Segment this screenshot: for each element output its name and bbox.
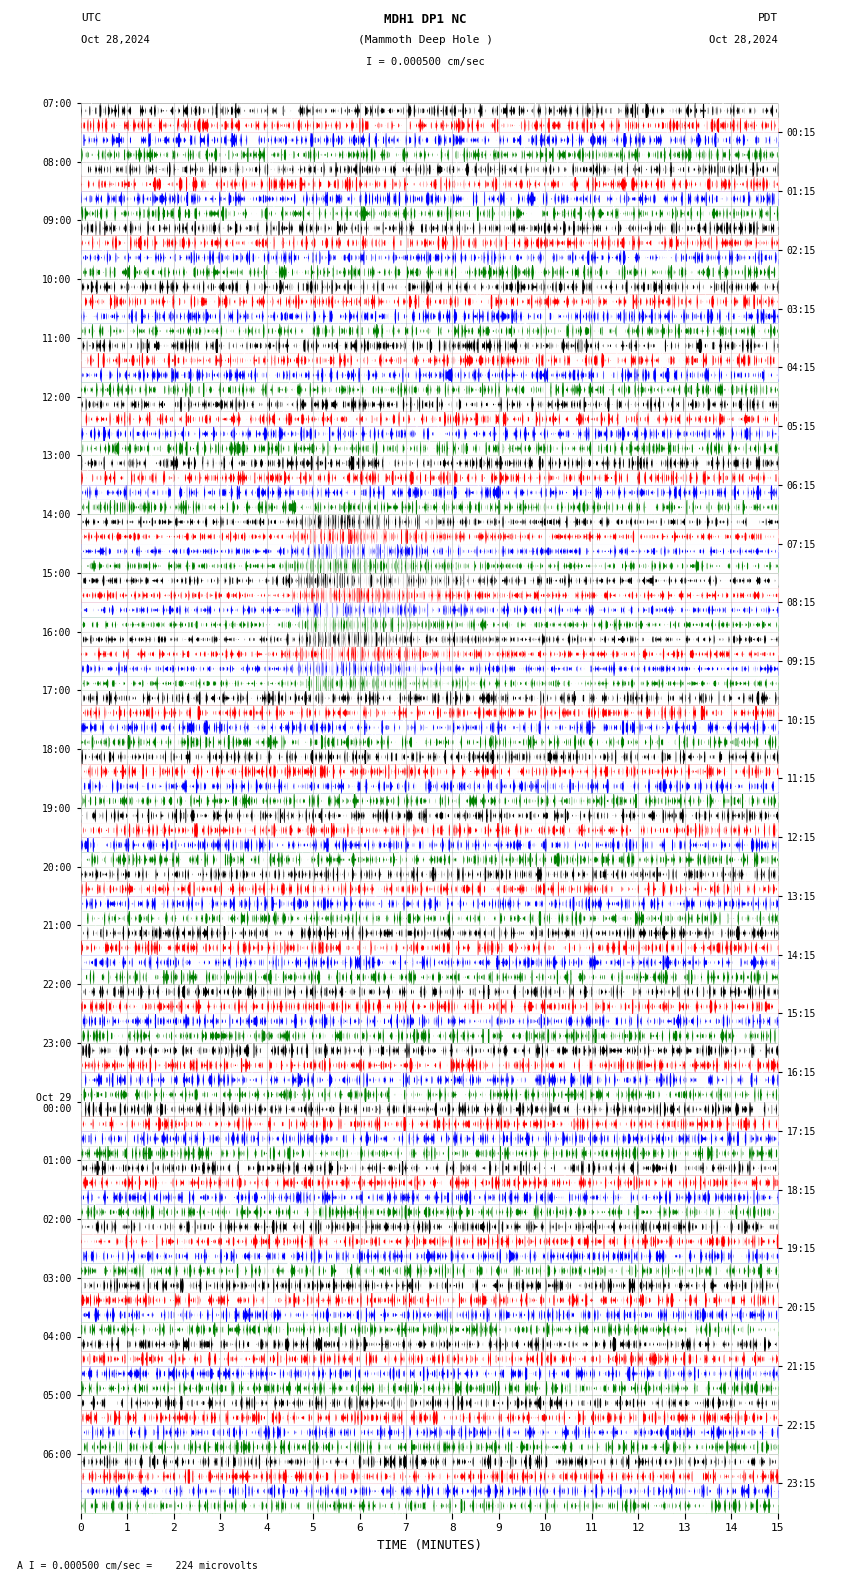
X-axis label: TIME (MINUTES): TIME (MINUTES) [377,1538,482,1552]
Text: Oct 28,2024: Oct 28,2024 [709,35,778,44]
Text: A I = 0.000500 cm/sec =    224 microvolts: A I = 0.000500 cm/sec = 224 microvolts [17,1562,258,1571]
Text: (Mammoth Deep Hole ): (Mammoth Deep Hole ) [358,35,492,44]
Text: PDT: PDT [757,13,778,22]
Text: Oct 28,2024: Oct 28,2024 [81,35,150,44]
Text: MDH1 DP1 NC: MDH1 DP1 NC [383,13,467,25]
Text: I = 0.000500 cm/sec: I = 0.000500 cm/sec [366,57,484,67]
Text: UTC: UTC [81,13,101,22]
